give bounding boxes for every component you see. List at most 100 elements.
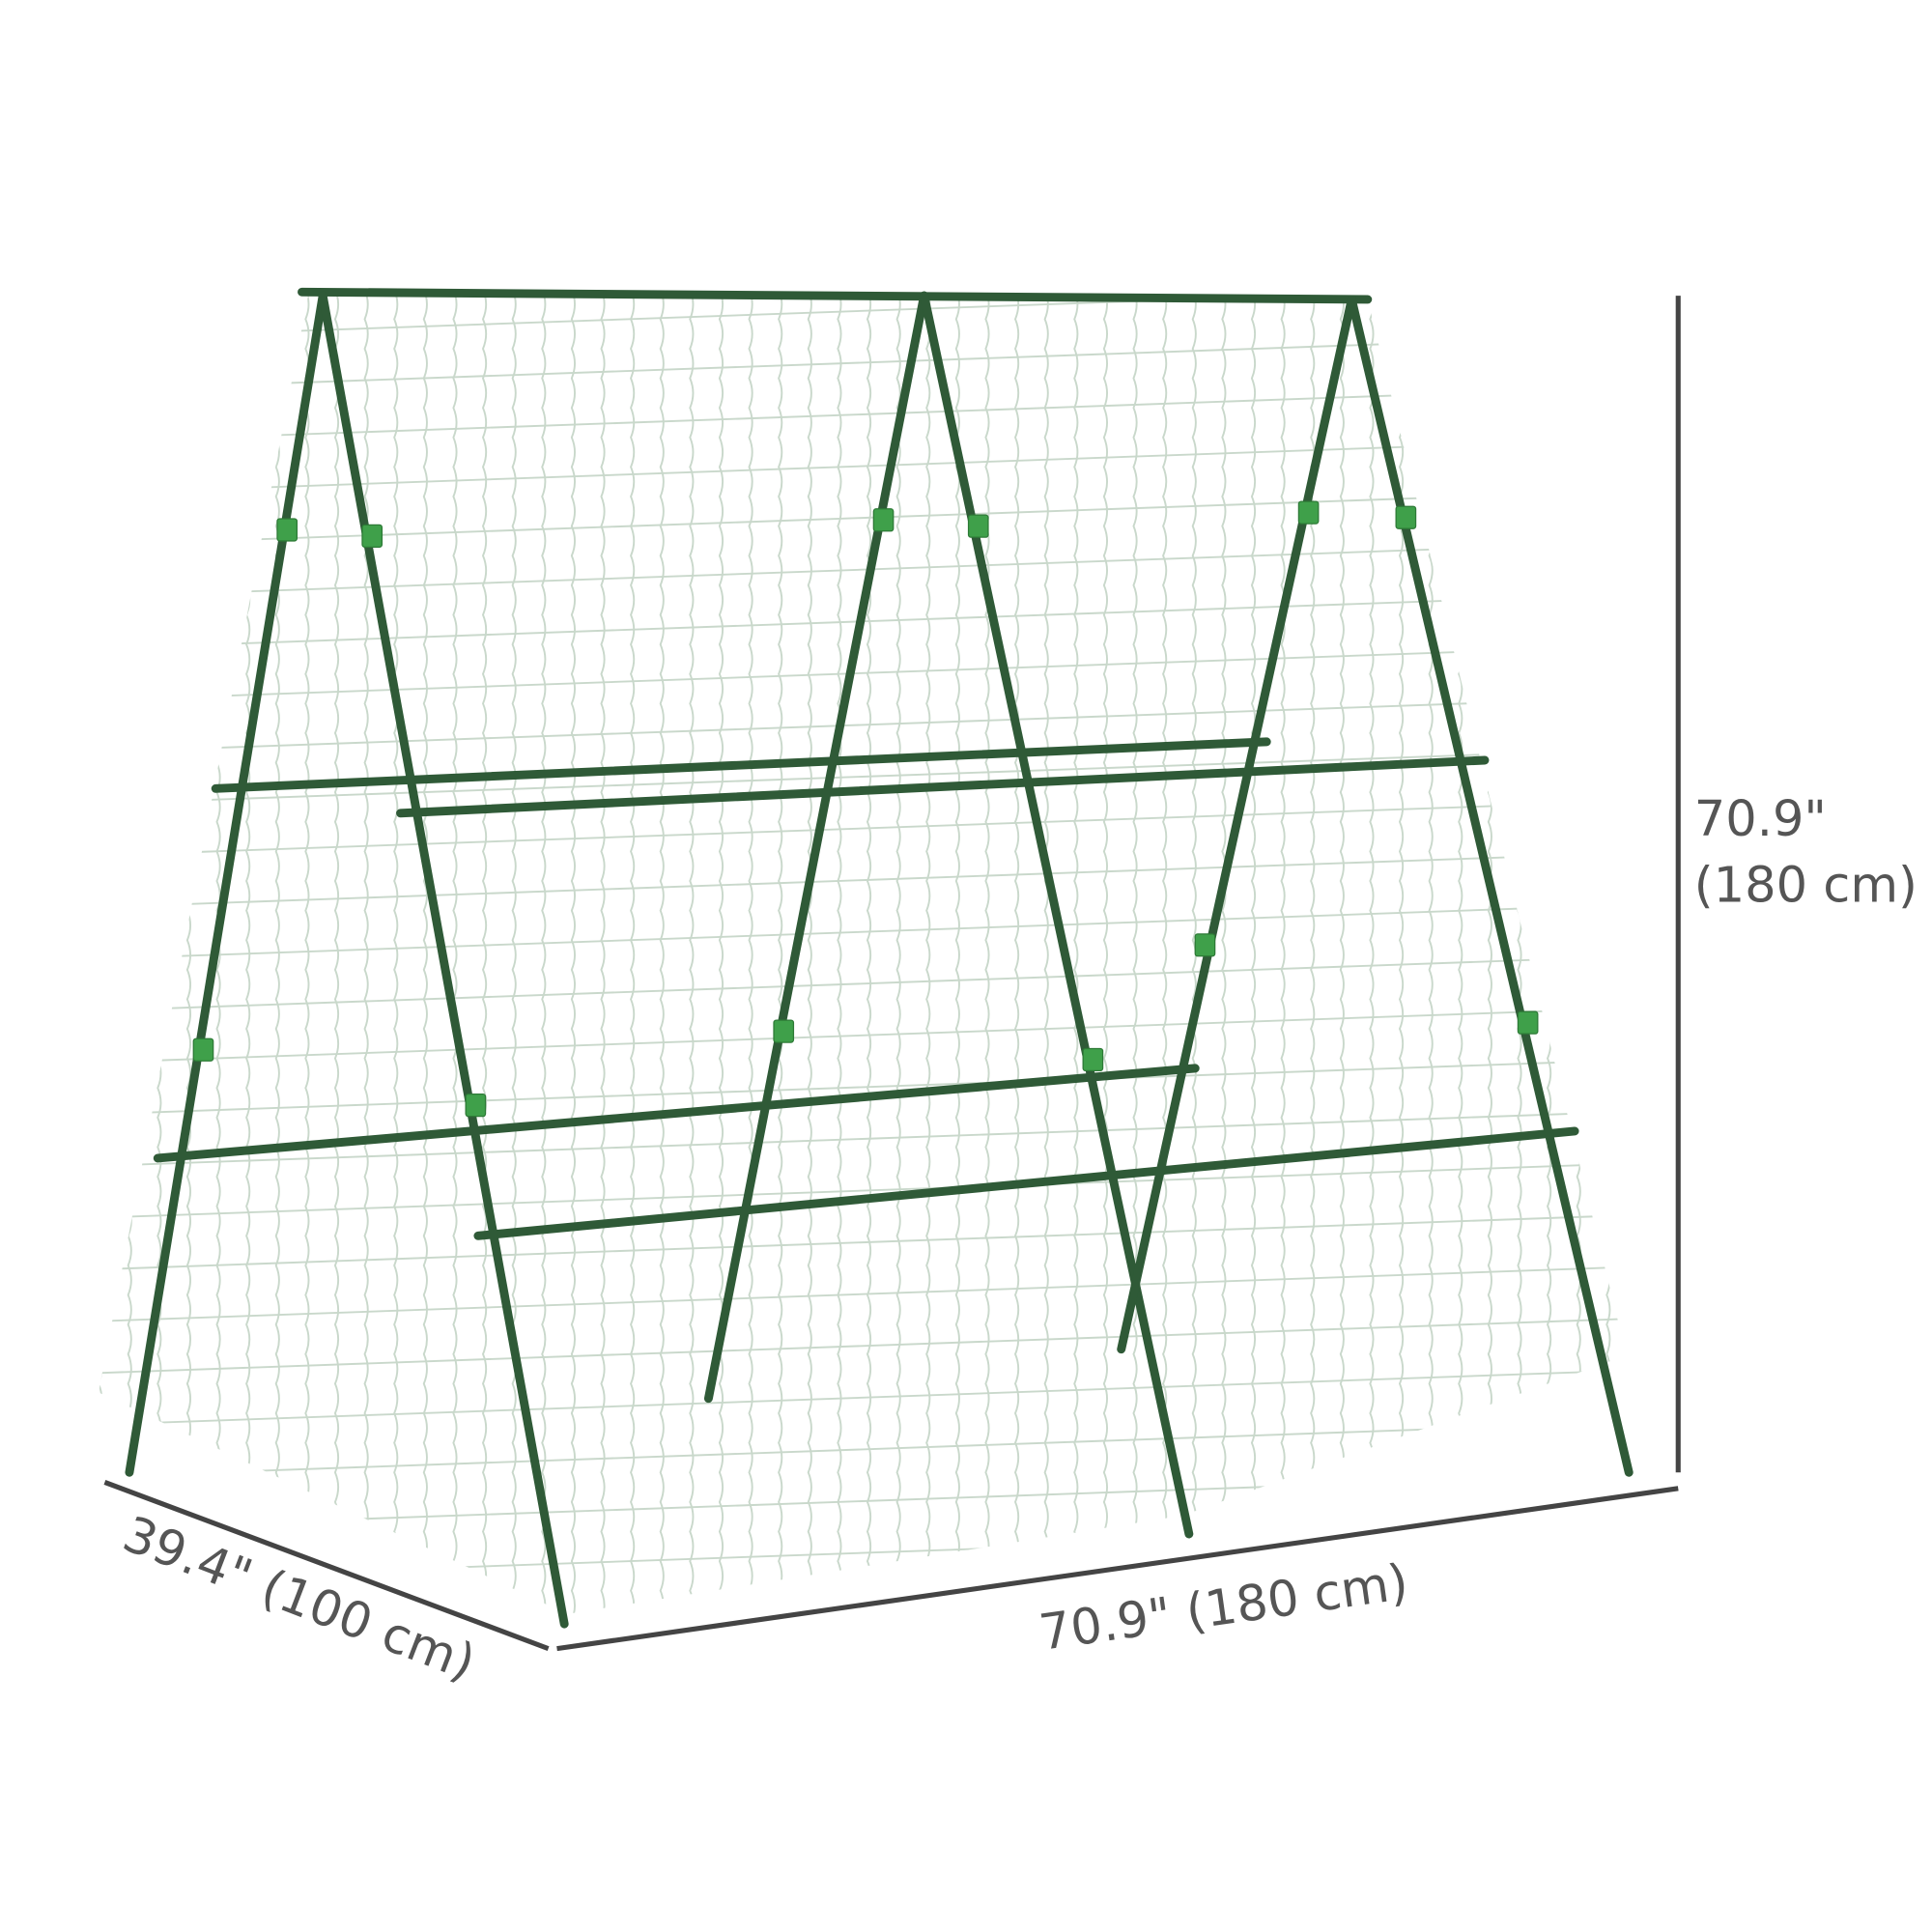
net-strand — [1221, 296, 1227, 1614]
net-strand — [1073, 296, 1079, 1614]
net-strand — [99, 1265, 1627, 1323]
net-strand — [1636, 290, 1639, 1650]
frame-leg — [1117, 295, 1356, 1354]
net-strand — [99, 1213, 1627, 1272]
net-strand — [1369, 296, 1375, 1614]
net-strand — [718, 296, 724, 1614]
trellis-frame — [125, 287, 1634, 1629]
net-strand — [99, 1007, 1627, 1065]
net-strand — [333, 296, 340, 1614]
net-strand — [1605, 296, 1611, 1614]
frame-bar — [153, 1064, 1200, 1163]
net-strand — [748, 296, 753, 1614]
net-strand — [393, 296, 399, 1614]
frame-clip — [1517, 1010, 1539, 1035]
net-strand — [99, 1317, 1627, 1376]
height-label-cm: (180 cm) — [1694, 858, 1918, 915]
net-strand — [99, 1058, 1627, 1117]
net-strand — [1547, 296, 1552, 1614]
net-strand — [1191, 296, 1197, 1614]
frame-clip — [1395, 505, 1417, 529]
net-strand — [866, 296, 872, 1614]
net-strand — [99, 903, 1627, 961]
net-strand — [895, 296, 901, 1614]
net-strand — [99, 800, 1627, 858]
frame-clip — [1082, 1047, 1104, 1072]
frame-clip — [465, 1094, 487, 1118]
net-strand — [99, 438, 1627, 496]
net-strand — [689, 296, 695, 1614]
net-strand — [99, 851, 1627, 910]
net-strand — [954, 296, 960, 1614]
net-strand — [422, 296, 428, 1614]
net-strand — [1487, 296, 1492, 1614]
frame-leg — [318, 291, 569, 1629]
depth-dimension-line — [103, 1480, 550, 1652]
net-strand — [807, 296, 812, 1614]
frame-clip — [361, 524, 384, 548]
netting-mesh — [99, 290, 1639, 1650]
net-strand — [99, 954, 1627, 1013]
frame-leg — [1347, 295, 1634, 1477]
net-strand — [99, 489, 1627, 548]
frame-clip — [276, 518, 298, 542]
net-strand — [1102, 296, 1109, 1614]
net-strand — [99, 541, 1627, 599]
net-strand — [1043, 296, 1049, 1614]
net-strand — [99, 748, 1627, 806]
frame-bar — [211, 737, 1271, 793]
frame-clip — [192, 1037, 214, 1062]
net-strand — [99, 696, 1627, 754]
depth-label: 39.4" (100 cm) — [115, 1506, 482, 1692]
net-strand — [245, 296, 251, 1614]
frame-clip — [967, 514, 989, 538]
frame-clips — [192, 500, 1539, 1118]
net-strand — [659, 296, 665, 1614]
net-strand — [99, 1420, 1627, 1479]
net-strand — [99, 644, 1627, 702]
net-strand — [99, 1110, 1627, 1168]
height-label-inches: 70.9" — [1694, 791, 1827, 848]
net-strand — [99, 1369, 1627, 1427]
net-strand — [778, 296, 783, 1614]
net-strand — [481, 296, 488, 1614]
net-strand — [1458, 296, 1463, 1614]
net-strand — [363, 296, 369, 1614]
net-strand — [1576, 296, 1581, 1614]
frame-clip — [773, 1019, 795, 1043]
frame-leg — [703, 291, 929, 1404]
frame-top-bar — [298, 287, 1373, 304]
net-strand — [99, 296, 1627, 340]
net-strand — [1517, 296, 1522, 1614]
frame-bar — [396, 755, 1490, 818]
net-strand — [99, 1162, 1627, 1220]
net-strand — [156, 296, 162, 1614]
net-strand — [99, 296, 103, 1614]
frame-clip — [1297, 500, 1320, 525]
net-strand — [1013, 296, 1020, 1614]
net-strand — [925, 296, 931, 1614]
frame-leg — [920, 291, 1194, 1539]
net-strand — [1339, 296, 1345, 1614]
net-strand — [570, 296, 576, 1614]
net-strand — [600, 296, 606, 1614]
net-strand — [1132, 296, 1138, 1614]
frame-clip — [1194, 933, 1216, 957]
net-strand — [274, 296, 280, 1614]
net-strand — [452, 296, 458, 1614]
dimension-lines — [103, 296, 1681, 1652]
net-strand — [215, 296, 221, 1614]
frame-bar — [473, 1126, 1579, 1240]
net-strand — [541, 296, 547, 1614]
net-strand — [304, 296, 310, 1614]
frame-clip — [872, 508, 895, 532]
net-strand — [837, 296, 842, 1614]
net-strand — [185, 296, 192, 1614]
net-strand — [630, 296, 636, 1614]
width-dimension-line — [556, 1486, 1679, 1652]
net-strand — [511, 296, 517, 1614]
net-strand — [1428, 296, 1434, 1614]
frame-leg — [125, 291, 327, 1477]
